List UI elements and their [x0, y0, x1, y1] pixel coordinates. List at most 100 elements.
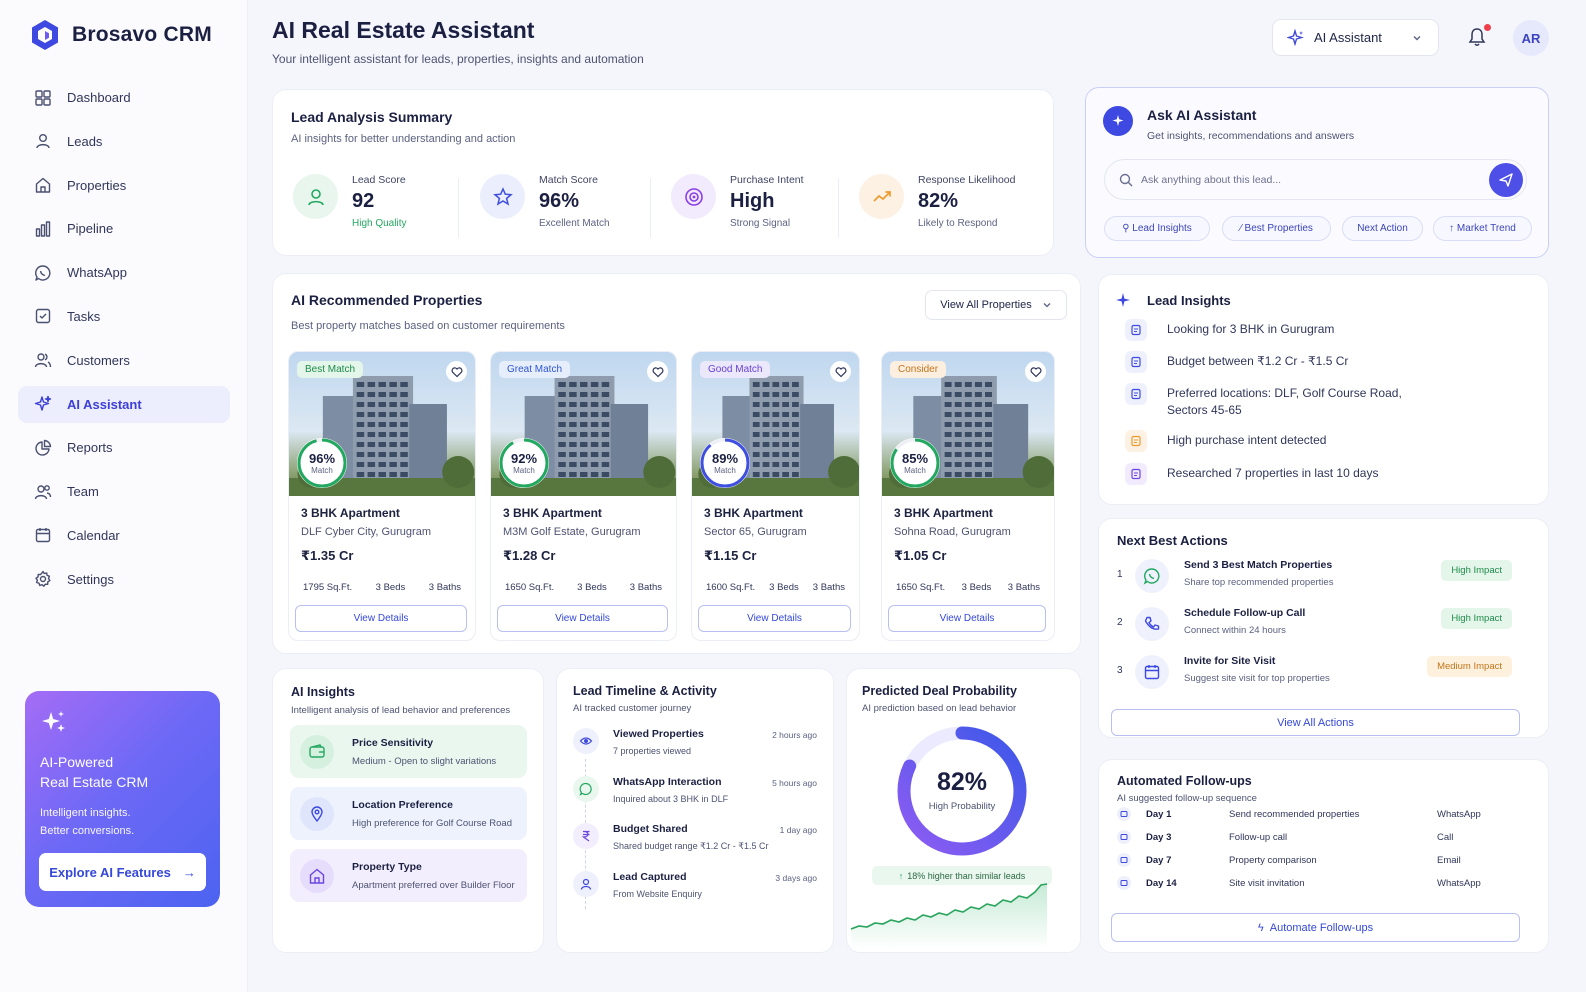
arrow-up-icon: ↑	[1449, 223, 1457, 234]
match-score-value: 96%	[539, 190, 580, 212]
probability-donut	[897, 726, 1027, 856]
sidebar-item-properties[interactable]: Properties	[18, 167, 230, 204]
next-action-item[interactable]: 2 Schedule Follow-up Call Connect within 2…	[1117, 603, 1512, 649]
action-subtitle: Connect within 24 hours	[1184, 625, 1286, 636]
ask-ai-input[interactable]: Ask anything about this lead...	[1104, 159, 1527, 200]
timeline-title: Lead Timeline & Activity	[573, 684, 717, 698]
property-card[interactable]: Good Match 89% Match 3 BHK Apartment Sector …	[691, 351, 860, 641]
whatsapp-icon	[35, 264, 51, 281]
sidebar-item-whatsapp[interactable]: WhatsApp	[18, 254, 230, 291]
automate-followups-button[interactable]: ϟ Automate Follow-ups	[1111, 913, 1520, 942]
sidebar-item-pipeline[interactable]: Pipeline	[18, 210, 230, 247]
sidebar-item-team[interactable]: Team	[18, 473, 230, 510]
sidebar-item-ai-assistant[interactable]: AI Assistant	[18, 385, 230, 423]
property-sqft: 1650 Sq.Ft.	[896, 582, 946, 593]
heart-icon	[1030, 366, 1041, 377]
timeline-title: WhatsApp Interaction	[613, 775, 722, 788]
favorite-button[interactable]	[647, 361, 668, 382]
view-all-actions-button[interactable]: View All Actions	[1111, 709, 1520, 736]
notifications-button[interactable]	[1466, 26, 1488, 51]
property-card[interactable]: Great Match 92% Match 3 BHK Apartment M3M Go…	[490, 351, 677, 641]
view-details-button[interactable]: View Details	[888, 605, 1046, 632]
sidebar-item-leads[interactable]: Leads	[18, 123, 230, 160]
sidebar-item-settings[interactable]: Settings	[18, 561, 230, 598]
timeline-item: WhatsApp Interaction Inquired about 3 BHK…	[573, 774, 817, 822]
action-subtitle: Suggest site visit for top properties	[1184, 673, 1330, 684]
page-subtitle: Your intelligent assistant for leads, pr…	[272, 52, 644, 66]
ai-assistant-selector[interactable]: AI Assistant	[1272, 19, 1439, 56]
property-title: 3 BHK Apartment	[301, 506, 400, 520]
rupee-icon	[573, 823, 599, 849]
match-score-label: Match	[311, 466, 333, 475]
explore-ai-features-button[interactable]: Explore AI Features →	[39, 853, 206, 891]
timeline-time: 1 day ago	[779, 825, 817, 835]
property-location: M3M Golf Estate, Gurugram	[503, 526, 641, 538]
ai-insight-item[interactable]: Property Type Apartment preferred over Bu…	[290, 849, 527, 902]
ai-insights-title: AI Insights	[291, 685, 355, 699]
lead-analysis-summary-card: Lead Analysis Summary AI insights for be…	[272, 89, 1054, 256]
followup-row: Day 1 Send recommended properties WhatsApp	[1117, 807, 1537, 825]
favorite-button[interactable]	[446, 361, 467, 382]
sidebar-item-tasks[interactable]: Tasks	[18, 298, 230, 335]
next-action-item[interactable]: 1 Send 3 Best Match Properties Share top r…	[1117, 555, 1512, 601]
next-action-item[interactable]: 3 Invite for Site Visit Suggest site visit…	[1117, 651, 1512, 697]
property-card[interactable]: Best Match 96% Match 3 BHK Apartment DLF Cyb…	[288, 351, 476, 641]
sidebar-item-label: Settings	[67, 571, 114, 587]
match-score-value: 96%	[308, 451, 336, 466]
property-image[interactable]: Best Match 96% Match	[289, 352, 475, 496]
view-details-button[interactable]: View Details	[497, 605, 668, 632]
lead-insight-item: Budget between ₹1.2 Cr - ₹1.5 Cr	[1125, 351, 1348, 373]
chip-label: Lead Insights	[1132, 223, 1192, 234]
lead-score-metric: Lead Score 92 High Quality	[293, 174, 406, 229]
response-likelihood-metric: Response Likelihood 82% Likely to Respond	[859, 174, 1015, 229]
lead-insight-text: Looking for 3 BHK in Gurugram	[1167, 322, 1335, 336]
timeline-subtitle: Shared budget range ₹1.2 Cr - ₹1.5 Cr	[613, 841, 769, 851]
summary-subtitle: AI insights for better understanding and…	[291, 133, 516, 145]
sidebar-item-dashboard[interactable]: Dashboard	[18, 79, 230, 116]
chip-best-properties[interactable]: ⁄ Best Properties	[1222, 216, 1331, 241]
sparkle-icon	[42, 711, 65, 732]
ask-subtitle: Get insights, recommendations and answer…	[1147, 130, 1355, 142]
lead-insights-title: Lead Insights	[1147, 293, 1231, 308]
calendar-icon	[35, 528, 51, 543]
sidebar-item-customers[interactable]: Customers	[18, 342, 230, 379]
chip-next-action[interactable]: Next Action	[1342, 216, 1423, 241]
chip-market-trend[interactable]: ↑ Market Trend	[1433, 216, 1532, 241]
brand[interactable]: Brosavo CRM	[28, 18, 212, 52]
favorite-button[interactable]	[1025, 361, 1046, 382]
ask-ai-assistant-card: Ask AI Assistant Get insights, recommend…	[1085, 87, 1549, 258]
sidebar-item-calendar[interactable]: Calendar	[18, 517, 230, 554]
send-button[interactable]	[1489, 163, 1523, 197]
property-image[interactable]: Good Match 89% Match	[692, 352, 859, 496]
timeline-time: 3 days ago	[775, 872, 817, 883]
ai-insights-card: AI Insights Intelligent analysis of lead…	[272, 668, 544, 953]
view-details-button[interactable]: View Details	[295, 605, 467, 632]
followup-row: Day 7 Property comparison Email	[1117, 853, 1537, 871]
ai-insight-item[interactable]: Location Preference High preference for G…	[290, 787, 527, 840]
pie-chart-icon	[35, 439, 52, 456]
avatar[interactable]: AR	[1513, 20, 1549, 56]
sidebar-item-reports[interactable]: Reports	[18, 429, 230, 466]
match-score-ring: 92% Match	[499, 438, 549, 488]
property-image[interactable]: Great Match 92% Match	[491, 352, 676, 496]
ai-insight-item[interactable]: Price Sensitivity Medium - Open to slight…	[290, 725, 527, 778]
lead-insights-card: Lead Insights Looking for 3 BHK in Gurug…	[1098, 274, 1549, 505]
property-card[interactable]: Consider 85% Match 3 BHK Apartment Sohna Roa…	[881, 351, 1055, 641]
whatsapp-icon	[1117, 807, 1131, 821]
timeline-title: Budget Shared	[613, 823, 688, 835]
sparkle-icon	[1116, 293, 1130, 307]
view-details-button[interactable]: View Details	[698, 605, 851, 632]
purchase-intent-value: High	[730, 190, 775, 212]
probability-value: 82%	[936, 768, 988, 796]
match-score-label: Match Score	[539, 174, 598, 186]
prediction-card: Predicted Deal Probability AI prediction…	[846, 668, 1081, 953]
property-price: ₹1.35 Cr	[301, 548, 354, 563]
calendar-icon	[1117, 876, 1131, 890]
favorite-button[interactable]	[830, 361, 851, 382]
property-image[interactable]: Consider 85% Match	[882, 352, 1054, 496]
property-specs: 1650 Sq.Ft. 3 Beds 3 Baths	[896, 582, 1040, 593]
whatsapp-icon	[1135, 559, 1169, 593]
chip-lead-insights[interactable]: ⚲ Lead Insights	[1104, 216, 1210, 241]
star-icon	[480, 174, 525, 219]
view-all-properties-button[interactable]: View All Properties	[925, 290, 1067, 320]
